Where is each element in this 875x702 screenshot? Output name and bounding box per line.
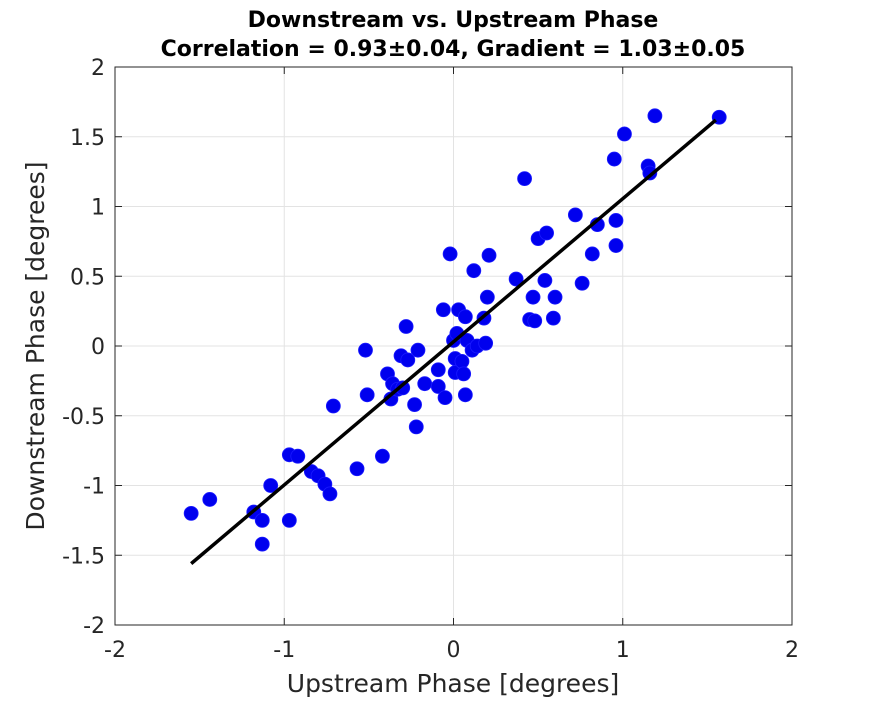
scatter-point xyxy=(481,247,497,263)
scatter-point xyxy=(410,342,426,358)
chart-title: Downstream vs. Upstream Phase xyxy=(248,8,659,33)
scatter-point xyxy=(527,313,543,329)
scatter-point xyxy=(457,387,473,403)
scatter-point xyxy=(359,387,375,403)
y-tick-labels: -2 -1.5 -1 -0.5 0 0.5 1 1.5 2 xyxy=(62,56,105,639)
scatter-point xyxy=(647,108,663,124)
scatter-point xyxy=(358,342,373,358)
scatter-point xyxy=(466,263,482,279)
scatter-point xyxy=(281,512,297,528)
scatter-point xyxy=(584,246,600,262)
scatter-point xyxy=(617,126,632,142)
y-tick-label: 2 xyxy=(91,56,105,81)
fit-line xyxy=(190,118,717,565)
scatter-point xyxy=(525,289,541,305)
scatter-point xyxy=(479,289,495,305)
scatter-point xyxy=(478,335,494,351)
data-points xyxy=(183,108,727,552)
scatter-point xyxy=(202,492,218,507)
scatter-point xyxy=(407,397,422,412)
scatter-point xyxy=(254,512,270,528)
scatter-point xyxy=(430,362,446,378)
y-tick-label: 0 xyxy=(91,335,105,360)
x-tick-label: 0 xyxy=(447,638,461,663)
scatter-point xyxy=(606,151,622,167)
scatter-point xyxy=(442,246,458,262)
scatter-point xyxy=(435,302,451,318)
x-tick-label: -1 xyxy=(273,638,295,663)
scatter-point xyxy=(537,273,553,288)
y-tick-label: -1.5 xyxy=(62,544,105,569)
scatter-point xyxy=(608,238,624,253)
chart-subtitle: Correlation = 0.93±0.04, Gradient = 1.03… xyxy=(161,37,746,62)
scatter-point xyxy=(547,289,563,305)
scatter-point xyxy=(398,319,414,334)
scatter-point xyxy=(517,171,532,187)
y-axis-label: Downstream Phase [degrees] xyxy=(21,161,50,530)
scatter-point xyxy=(254,536,270,552)
scatter-point xyxy=(400,352,416,368)
scatter-point xyxy=(349,461,365,477)
x-tick-label: 2 xyxy=(785,638,799,663)
scatter-point xyxy=(608,213,624,228)
y-tick-label: -1 xyxy=(83,475,105,500)
scatter-point xyxy=(539,225,554,241)
scatter-point xyxy=(508,271,524,287)
y-tick-label: 1 xyxy=(91,196,105,221)
scatter-point xyxy=(545,310,561,326)
scatter-point xyxy=(454,353,470,369)
scatter-point xyxy=(325,398,341,414)
scatter-point xyxy=(263,478,279,493)
y-tick-label: -0.5 xyxy=(62,405,105,430)
scatter-point xyxy=(395,380,411,396)
scatter-point xyxy=(574,275,590,291)
scatter-point xyxy=(408,419,424,435)
scatter-point xyxy=(322,486,338,502)
scatter-point xyxy=(457,309,473,325)
scatter-point xyxy=(430,379,446,394)
axis-ticks xyxy=(114,66,793,626)
x-axis-label: Upstream Phase [degrees] xyxy=(287,669,619,698)
y-tick-label: -2 xyxy=(83,614,105,639)
x-tick-labels: -2 -1 0 1 2 xyxy=(104,638,799,663)
scatter-point xyxy=(375,448,390,464)
scatter-point xyxy=(567,207,583,223)
scatter-point xyxy=(417,376,433,392)
scatter-point xyxy=(437,390,453,406)
scatter-point xyxy=(456,366,472,382)
fit-line-layer xyxy=(190,118,717,565)
y-tick-label: 0.5 xyxy=(70,265,105,290)
scatter-point xyxy=(290,448,306,464)
x-tick-label: 1 xyxy=(616,638,630,663)
scatter-point xyxy=(183,506,199,521)
y-tick-label: 1.5 xyxy=(70,126,105,151)
x-tick-label: -2 xyxy=(104,638,126,663)
